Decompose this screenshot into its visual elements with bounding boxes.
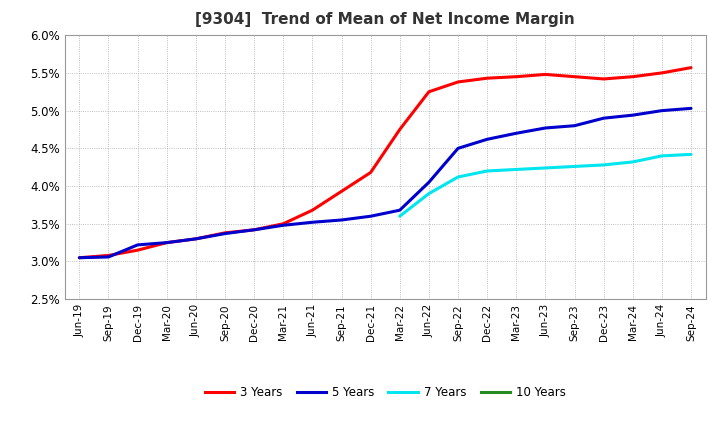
Legend: 3 Years, 5 Years, 7 Years, 10 Years: 3 Years, 5 Years, 7 Years, 10 Years xyxy=(200,382,570,404)
Title: [9304]  Trend of Mean of Net Income Margin: [9304] Trend of Mean of Net Income Margi… xyxy=(195,12,575,27)
